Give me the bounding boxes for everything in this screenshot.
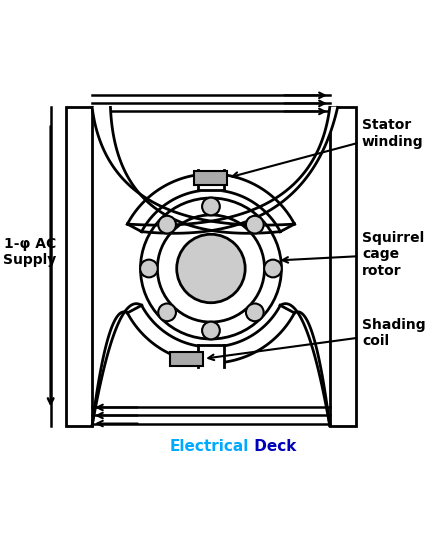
Circle shape [264, 260, 281, 277]
Text: Electrical: Electrical [170, 439, 249, 454]
Bar [170, 352, 203, 366]
Polygon shape [279, 303, 329, 425]
Circle shape [158, 216, 176, 234]
Text: Shading
coil: Shading coil [208, 318, 424, 360]
Polygon shape [127, 107, 337, 233]
Polygon shape [127, 174, 294, 231]
Text: Stator
winding: Stator winding [232, 119, 423, 178]
Bar [194, 171, 227, 185]
Circle shape [158, 303, 176, 321]
Polygon shape [127, 306, 294, 363]
Bar [66, 107, 92, 425]
Circle shape [201, 198, 219, 215]
Bar [198, 341, 223, 365]
Circle shape [245, 216, 263, 234]
Bar [329, 107, 355, 425]
Circle shape [177, 234, 244, 303]
Text: Squirrel
cage
rotor: Squirrel cage rotor [282, 231, 423, 278]
Circle shape [140, 260, 157, 277]
Bar [198, 170, 223, 192]
Text: Deck: Deck [249, 439, 296, 454]
Circle shape [245, 303, 263, 321]
Circle shape [201, 322, 219, 339]
Text: 1-φ AC
Supply: 1-φ AC Supply [3, 237, 56, 267]
Polygon shape [92, 303, 141, 425]
Polygon shape [92, 107, 294, 233]
